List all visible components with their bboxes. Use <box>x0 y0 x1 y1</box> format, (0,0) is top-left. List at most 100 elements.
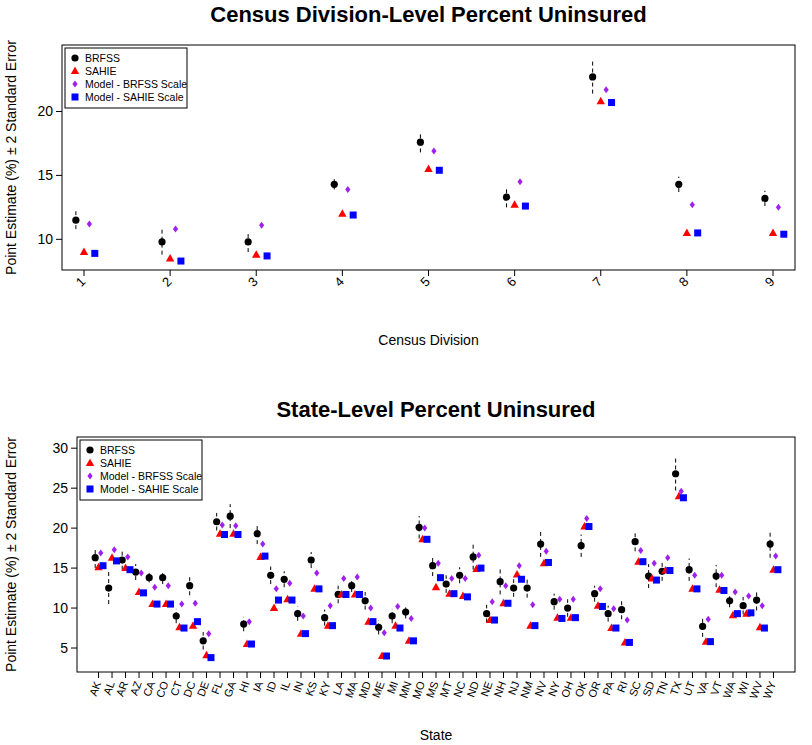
point <box>456 572 463 579</box>
point <box>760 602 765 609</box>
point <box>690 201 695 208</box>
x-tick <box>651 672 652 678</box>
legend-label: Model - SAHIE Scale <box>85 91 184 103</box>
x-tick <box>678 672 679 678</box>
legend-box <box>65 48 187 108</box>
point <box>294 610 301 617</box>
point <box>436 560 441 567</box>
point <box>158 238 165 245</box>
x-tick-label: 9 <box>762 274 778 290</box>
point <box>247 618 252 625</box>
x-tick <box>638 672 639 678</box>
point <box>259 222 264 229</box>
point <box>693 585 700 592</box>
point <box>410 637 417 644</box>
point <box>537 541 544 548</box>
x-tick-label: 7 <box>590 274 606 290</box>
x-tick-label: MS <box>424 680 441 700</box>
point <box>328 602 333 609</box>
point <box>699 623 706 630</box>
point <box>267 572 274 579</box>
legend-marker <box>87 486 94 493</box>
point <box>356 591 363 598</box>
point <box>672 470 679 477</box>
point <box>692 572 697 579</box>
point <box>173 612 180 619</box>
point <box>345 186 350 193</box>
x-tick <box>692 672 693 678</box>
point <box>477 565 484 572</box>
x-tick <box>611 672 612 678</box>
x-tick <box>570 672 571 678</box>
point <box>734 610 741 617</box>
y-tick <box>71 528 77 529</box>
x-tick <box>139 672 140 678</box>
point <box>308 556 315 563</box>
point <box>632 538 639 545</box>
x-tick <box>98 672 99 678</box>
point <box>342 591 349 598</box>
y-axis-label: Point Estimate (%) ± 2 Standard Error <box>3 40 19 275</box>
point <box>524 584 531 591</box>
x-tick <box>665 672 666 678</box>
legend: BRFSSSAHIEModel - BRFSS ScaleModel - SAH… <box>80 440 202 500</box>
point <box>522 203 529 210</box>
x-tick-label: 2 <box>159 274 175 290</box>
point <box>139 569 144 576</box>
x-tick-label: TN <box>654 680 670 698</box>
point <box>193 600 198 607</box>
point <box>611 605 616 612</box>
x-tick-label: 4 <box>331 274 347 290</box>
point <box>207 654 214 661</box>
point <box>153 601 160 608</box>
point <box>747 609 754 616</box>
point <box>517 562 522 569</box>
y-tick <box>71 648 77 649</box>
point <box>531 622 538 629</box>
point <box>329 622 336 629</box>
point <box>382 629 387 636</box>
x-tick <box>422 672 423 678</box>
point <box>608 99 615 106</box>
point <box>597 97 605 105</box>
x-tick-label: 5 <box>417 274 433 290</box>
point <box>275 597 282 604</box>
x-tick-label: 8 <box>676 274 692 290</box>
point <box>443 580 450 587</box>
point <box>422 525 427 532</box>
x-tick <box>449 672 450 678</box>
point <box>652 560 657 567</box>
point <box>518 576 525 583</box>
x-tick <box>233 672 234 678</box>
point <box>180 625 187 632</box>
point <box>362 597 369 604</box>
point <box>476 552 481 559</box>
y-tick-label: 10 <box>52 600 68 616</box>
point <box>186 582 193 589</box>
y-tick-label: 15 <box>52 560 68 576</box>
point <box>470 553 477 560</box>
x-tick <box>462 672 463 678</box>
point <box>194 618 201 625</box>
y-tick <box>56 175 62 176</box>
point <box>72 217 79 224</box>
point <box>424 165 432 173</box>
legend-label: BRFSS <box>100 444 135 456</box>
point <box>774 566 781 573</box>
x-tick <box>557 672 558 678</box>
point <box>686 566 693 573</box>
point <box>369 618 376 625</box>
legend-label: SAHIE <box>100 457 132 469</box>
point <box>179 601 184 608</box>
y-tick-label: 20 <box>52 520 68 536</box>
title: Census Division-Level Percent Uninsured <box>210 2 646 27</box>
x-tick <box>530 672 531 678</box>
x-tick <box>436 672 437 678</box>
x-tick <box>301 672 302 678</box>
point <box>220 521 225 528</box>
legend-label: BRFSS <box>85 52 120 64</box>
point <box>463 575 468 582</box>
x-tick-label: CO <box>154 679 171 699</box>
x-tick <box>773 270 774 276</box>
legend-marker <box>86 446 93 453</box>
